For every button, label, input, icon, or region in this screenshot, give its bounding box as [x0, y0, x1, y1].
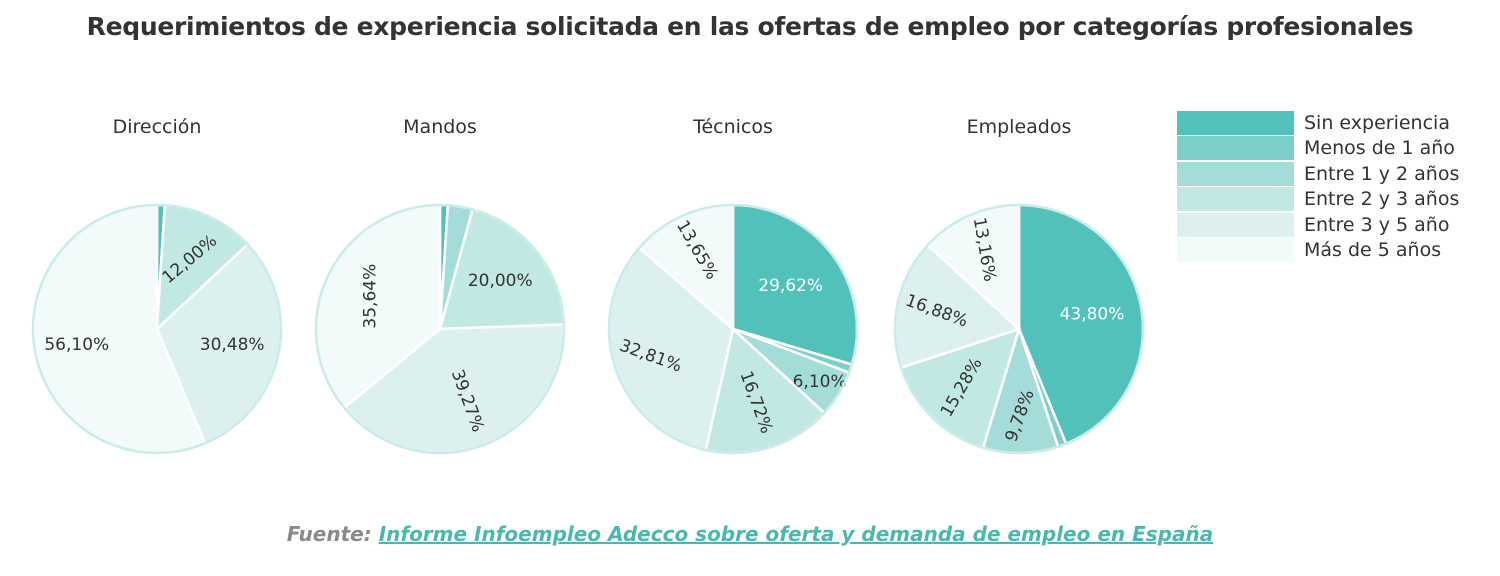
- slice-label: 20,00%: [468, 271, 533, 291]
- legend-swatch: [1177, 161, 1294, 186]
- source-link[interactable]: Informe Infoempleo Adecco sobre oferta y…: [378, 522, 1214, 546]
- pie-outline: [31, 203, 283, 455]
- legend-item-mas-5: Más de 5 años: [1177, 238, 1459, 264]
- slice-label: 56,10%: [44, 335, 109, 355]
- legend-swatch: [1177, 110, 1294, 135]
- pie-charts: Dirección12,00%30,48%56,10%Mandos20,00%3…: [31, 116, 1145, 455]
- legend-label: Entre 2 y 3 años: [1304, 188, 1460, 211]
- pie-outline: [893, 203, 1145, 455]
- legend-swatch: [1177, 212, 1294, 237]
- legend-label: Entre 3 y 5 año: [1304, 213, 1450, 236]
- source-prefix: Fuente:: [286, 522, 372, 546]
- legend-item-entre-3-5: Entre 3 y 5 año: [1177, 212, 1459, 238]
- slice-label: 29,62%: [758, 276, 823, 296]
- pie-outline: [607, 203, 859, 455]
- slice-label: 6,10%: [793, 372, 847, 392]
- chart-title: Requerimientos de experiencia solicitada…: [86, 12, 1414, 41]
- source-note: Fuente: Informe Infoempleo Adecco sobre …: [0, 522, 1500, 546]
- legend-item-entre-2-3: Entre 2 y 3 años: [1177, 187, 1459, 213]
- legend-label: Más de 5 años: [1304, 239, 1442, 262]
- legend-label: Entre 1 y 2 años: [1304, 162, 1460, 185]
- slice-label: 43,80%: [1060, 305, 1125, 325]
- legend-label: Menos de 1 año: [1304, 137, 1455, 160]
- pie-title: Dirección: [113, 116, 202, 138]
- pie-title: Técnicos: [692, 116, 773, 138]
- legend-label: Sin experiencia: [1304, 111, 1450, 134]
- legend-item-entre-1-2: Entre 1 y 2 años: [1177, 161, 1459, 187]
- legend: Sin experiencia Menos de 1 año Entre 1 y…: [1177, 110, 1459, 263]
- legend-item-menos-1-ano: Menos de 1 año: [1177, 136, 1459, 162]
- slice-label: 35,64%: [360, 264, 380, 329]
- pie-title: Mandos: [403, 116, 477, 138]
- legend-swatch: [1177, 238, 1294, 263]
- legend-swatch: [1177, 136, 1294, 161]
- legend-item-sin-experiencia: Sin experiencia: [1177, 110, 1459, 136]
- pie-title: Empleados: [967, 116, 1072, 138]
- slice-label: 30,48%: [200, 335, 265, 355]
- legend-swatch: [1177, 187, 1294, 212]
- pie-outline: [314, 203, 566, 455]
